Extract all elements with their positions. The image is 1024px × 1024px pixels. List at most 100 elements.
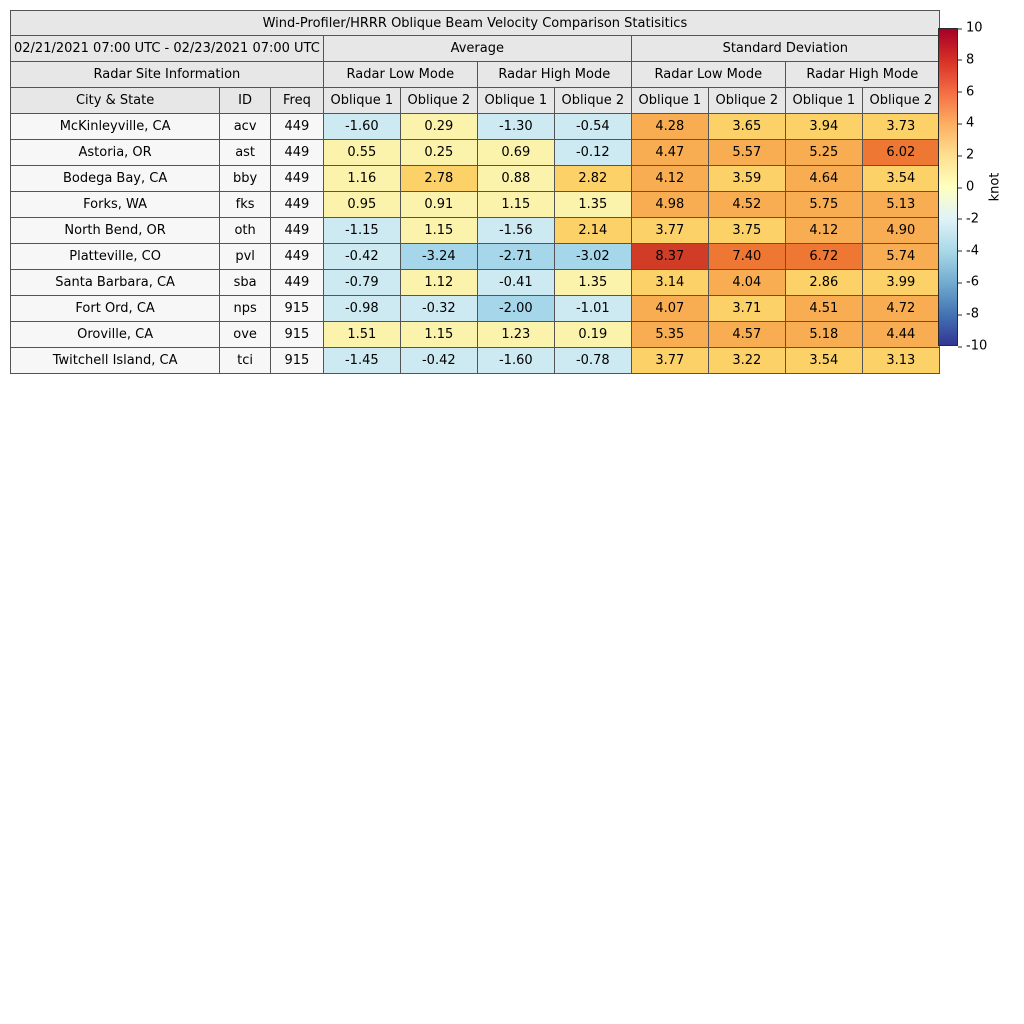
city-cell: Platteville, CO — [9, 243, 221, 270]
value-cell: 4.57 — [707, 321, 786, 348]
value-cell: 4.98 — [630, 191, 709, 218]
value-cell: 0.55 — [322, 139, 401, 166]
value-cell: 0.88 — [476, 165, 555, 192]
colorbar-tick-label: -6 — [958, 274, 979, 290]
value-cell: 7.40 — [707, 243, 786, 270]
value-cell: -2.00 — [476, 295, 555, 322]
colorbar-tick-label: 0 — [957, 179, 975, 195]
freq-cell: 915 — [270, 347, 324, 374]
column-header: Oblique 1 — [322, 87, 401, 114]
table-row: Twitchell Island, CA tci 915 -1.45 -0.42 -1.6… — [9, 347, 940, 374]
colorbar-tick-label: 2 — [957, 147, 975, 163]
column-header: Oblique 1 — [784, 87, 863, 114]
colorbar-tick-label: 4 — [957, 115, 975, 131]
table-body: McKinleyville, CA acv 449 -1.60 0.29 -1.30 -0.… — [9, 113, 940, 374]
column-header: Oblique 2 — [553, 87, 632, 114]
freq-cell: 449 — [270, 191, 324, 218]
title-row: Wind-Profiler/HRRR Oblique Beam Velocity… — [10, 10, 940, 36]
value-cell: 3.77 — [630, 347, 709, 374]
colorbar-tick-label: 10 — [958, 20, 983, 36]
colorbar-gradient — [938, 28, 958, 346]
table-row: Astoria, OR ast 449 0.55 0.25 0.69 -0.12 4.47 5.… — [9, 139, 940, 166]
value-cell: -0.78 — [553, 347, 632, 374]
value-cell: -1.60 — [476, 347, 555, 374]
value-cell: 4.12 — [630, 165, 709, 192]
freq-cell: 449 — [270, 113, 324, 140]
value-cell: 3.99 — [861, 269, 940, 296]
value-cell: -1.30 — [476, 113, 555, 140]
value-cell: 1.15 — [476, 191, 555, 218]
column-header: Oblique 1 — [476, 87, 555, 114]
freq-cell: 915 — [270, 321, 324, 348]
table-row: Platteville, CO pvl 449 -0.42 -3.24 -2.71 -3.0… — [9, 243, 940, 270]
value-cell: 1.35 — [553, 269, 632, 296]
table-row: Forks, WA fks 449 0.95 0.91 1.15 1.35 4.98 4.52 5… — [9, 191, 940, 218]
value-cell: 4.04 — [707, 269, 786, 296]
table-row: Bodega Bay, CA bby 449 1.16 2.78 0.88 2.82 4.12… — [9, 165, 940, 192]
site-id-cell: nps — [219, 295, 271, 322]
value-cell: -0.42 — [399, 347, 478, 374]
value-cell: 4.07 — [630, 295, 709, 322]
value-cell: 3.22 — [707, 347, 786, 374]
city-cell: Bodega Bay, CA — [9, 165, 221, 192]
value-cell: 2.14 — [553, 217, 632, 244]
value-cell: 1.15 — [399, 217, 478, 244]
value-cell: 3.13 — [861, 347, 940, 374]
group-header-standard-deviation: Standard Deviation — [630, 35, 940, 62]
value-cell: 5.74 — [861, 243, 940, 270]
column-header: City & State — [9, 87, 221, 114]
value-cell: 5.13 — [861, 191, 940, 218]
colorbar: 10 8 6 4 2 0 -2 -4 -6 -8 -10 knot — [938, 22, 1008, 353]
value-cell: 3.14 — [630, 269, 709, 296]
value-cell: 4.28 — [630, 113, 709, 140]
freq-cell: 449 — [270, 269, 324, 296]
value-cell: 5.18 — [784, 321, 863, 348]
group-header-row: 02/21/2021 07:00 UTC - 02/23/2021 07:00 … — [10, 35, 940, 62]
value-cell: 4.47 — [630, 139, 709, 166]
value-cell: 0.25 — [399, 139, 478, 166]
site-info-header: Radar Site Information — [10, 61, 324, 88]
value-cell: -3.24 — [399, 243, 478, 270]
avg-low-mode-header: Radar Low Mode — [322, 61, 478, 88]
table-header: Wind-Profiler/HRRR Oblique Beam Velocity… — [9, 10, 940, 114]
value-cell: -1.60 — [322, 113, 401, 140]
value-cell: -1.56 — [476, 217, 555, 244]
group-header-average: Average — [322, 35, 632, 62]
city-cell: McKinleyville, CA — [9, 113, 221, 140]
column-header: ID — [219, 87, 271, 114]
city-cell: Twitchell Island, CA — [9, 347, 221, 374]
table-row: Fort Ord, CA nps 915 -0.98 -0.32 -2.00 -1.01 4.… — [9, 295, 940, 322]
table-row: Santa Barbara, CA sba 449 -0.79 1.12 -0.41 1.3… — [9, 269, 940, 296]
value-cell: 3.73 — [861, 113, 940, 140]
table-row: McKinleyville, CA acv 449 -1.60 0.29 -1.30 -0.… — [9, 113, 940, 140]
value-cell: 1.16 — [322, 165, 401, 192]
value-cell: 4.51 — [784, 295, 863, 322]
value-cell: 0.29 — [399, 113, 478, 140]
value-cell: 3.77 — [630, 217, 709, 244]
value-cell: 4.90 — [861, 217, 940, 244]
value-cell: -0.41 — [476, 269, 555, 296]
value-cell: 2.78 — [399, 165, 478, 192]
column-header-row: City & State ID Freq Oblique 1 Oblique 2 Obli… — [9, 87, 940, 114]
value-cell: -0.32 — [399, 295, 478, 322]
value-cell: 5.25 — [784, 139, 863, 166]
colorbar-unit-label: knot — [987, 172, 1003, 202]
value-cell: 0.91 — [399, 191, 478, 218]
site-id-cell: pvl — [219, 243, 271, 270]
colorbar-tick-label: 6 — [957, 84, 975, 100]
value-cell: -0.12 — [553, 139, 632, 166]
value-cell: -1.01 — [553, 295, 632, 322]
value-cell: 4.12 — [784, 217, 863, 244]
site-id-cell: ast — [219, 139, 271, 166]
freq-cell: 449 — [270, 165, 324, 192]
value-cell: 0.19 — [553, 321, 632, 348]
site-id-cell: acv — [219, 113, 271, 140]
colorbar-tick-label: -2 — [958, 211, 979, 227]
value-cell: 6.72 — [784, 243, 863, 270]
site-id-cell: ove — [219, 321, 271, 348]
value-cell: 1.51 — [322, 321, 401, 348]
value-cell: 1.23 — [476, 321, 555, 348]
site-id-cell: sba — [219, 269, 271, 296]
value-cell: 3.54 — [861, 165, 940, 192]
